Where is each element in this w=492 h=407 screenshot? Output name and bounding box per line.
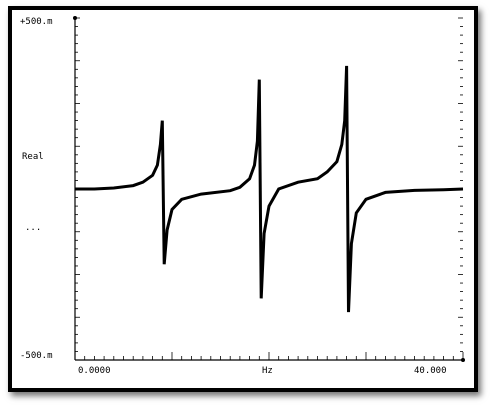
x-axis-label: Hz [262, 366, 273, 376]
x-right-label: 40.000 [414, 366, 447, 376]
y-top-label: +500.m [20, 17, 53, 27]
y-axis-label-secondary: ... [25, 223, 41, 233]
chart-frame [8, 6, 478, 392]
series-line [75, 65, 464, 313]
x-left-label: 0.0000 [78, 366, 111, 376]
y-axis-label: Real [22, 152, 44, 162]
axes [73, 16, 465, 362]
ticks [74, 17, 464, 361]
y-bottom-label: -500.m [20, 351, 53, 361]
